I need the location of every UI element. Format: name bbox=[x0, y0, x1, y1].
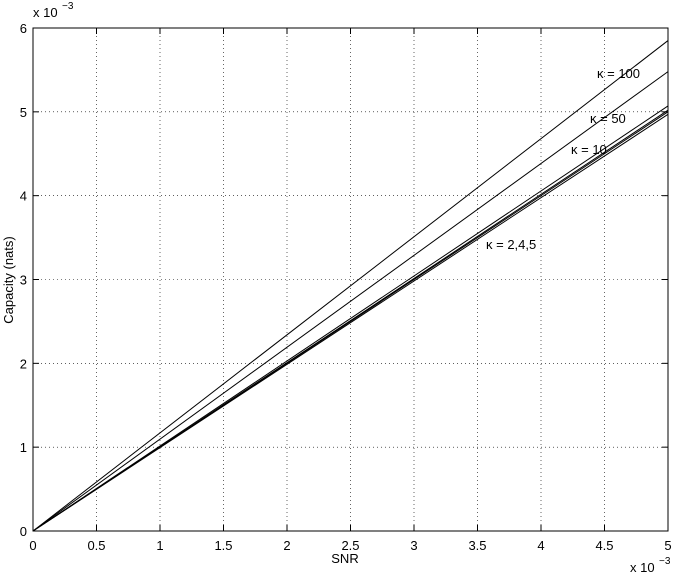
x-tick-label: 0 bbox=[29, 538, 36, 553]
line bbox=[32, 71, 669, 532]
line bbox=[32, 105, 669, 532]
annotation: κ = 100 bbox=[597, 66, 640, 81]
y-tick-label: 4 bbox=[20, 189, 27, 204]
y-axis-label: Capacity (nats) bbox=[1, 236, 16, 323]
annotation: κ = 2,4,5 bbox=[486, 237, 536, 252]
y-multiplier: x 10 bbox=[33, 5, 58, 20]
line bbox=[32, 40, 669, 532]
x-tick-label: 3 bbox=[410, 538, 417, 553]
line bbox=[32, 113, 669, 532]
x-tick-label: 2 bbox=[283, 538, 290, 553]
x-tick-label: 2.5 bbox=[341, 538, 359, 553]
plot-frame bbox=[32, 27, 669, 532]
x-multiplier: x 10 bbox=[630, 560, 655, 575]
annotation: κ = 50 bbox=[590, 111, 626, 126]
x-axis-label: SNR bbox=[331, 551, 358, 566]
annotation: κ = 10 bbox=[571, 142, 607, 157]
x-tick-label: 0.5 bbox=[87, 538, 105, 553]
y-tick-label: 1 bbox=[20, 440, 27, 455]
x-multiplier-exp: −3 bbox=[659, 556, 671, 567]
y-multiplier-exp: −3 bbox=[62, 1, 74, 12]
x-tick-label: 3.5 bbox=[468, 538, 486, 553]
x-tick-label: 1.5 bbox=[214, 538, 232, 553]
y-tick-label: 6 bbox=[20, 21, 27, 36]
x-tick-label: 4.5 bbox=[595, 538, 613, 553]
y-tick-label: 5 bbox=[20, 105, 27, 120]
x-tick-label: 1 bbox=[156, 538, 163, 553]
y-tick-label: 0 bbox=[20, 524, 27, 539]
x-tick-label: 4 bbox=[537, 538, 544, 553]
y-tick-label: 2 bbox=[20, 356, 27, 371]
x-tick-label: 5 bbox=[664, 538, 671, 553]
y-tick-label: 3 bbox=[20, 273, 27, 288]
